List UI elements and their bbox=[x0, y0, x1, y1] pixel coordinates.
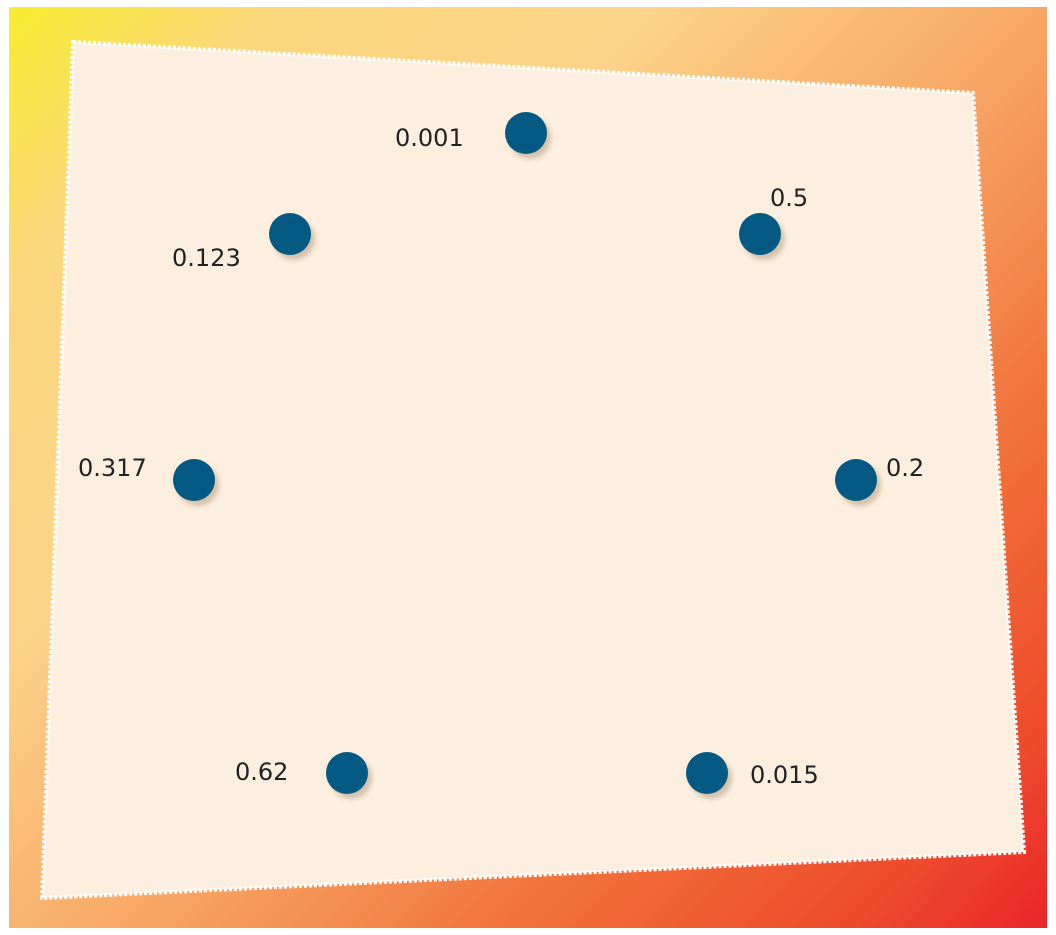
point-label-4: 0.317 bbox=[78, 454, 147, 482]
point-dot-5[interactable] bbox=[835, 459, 877, 501]
point-dot-6[interactable] bbox=[326, 752, 368, 794]
point-label-6: 0.62 bbox=[235, 758, 289, 786]
point-dot-7[interactable] bbox=[686, 752, 728, 794]
point-label-3: 0.123 bbox=[172, 244, 241, 272]
point-label-7: 0.015 bbox=[750, 761, 819, 789]
point-dot-3[interactable] bbox=[269, 213, 311, 255]
point-label-2: 0.5 bbox=[770, 184, 809, 212]
point-label-1: 0.001 bbox=[395, 124, 464, 152]
point-dot-2[interactable] bbox=[739, 213, 781, 255]
point-dot-4[interactable] bbox=[173, 459, 215, 501]
point-dot-1[interactable] bbox=[505, 112, 547, 154]
point-label-5: 0.2 bbox=[886, 454, 925, 482]
